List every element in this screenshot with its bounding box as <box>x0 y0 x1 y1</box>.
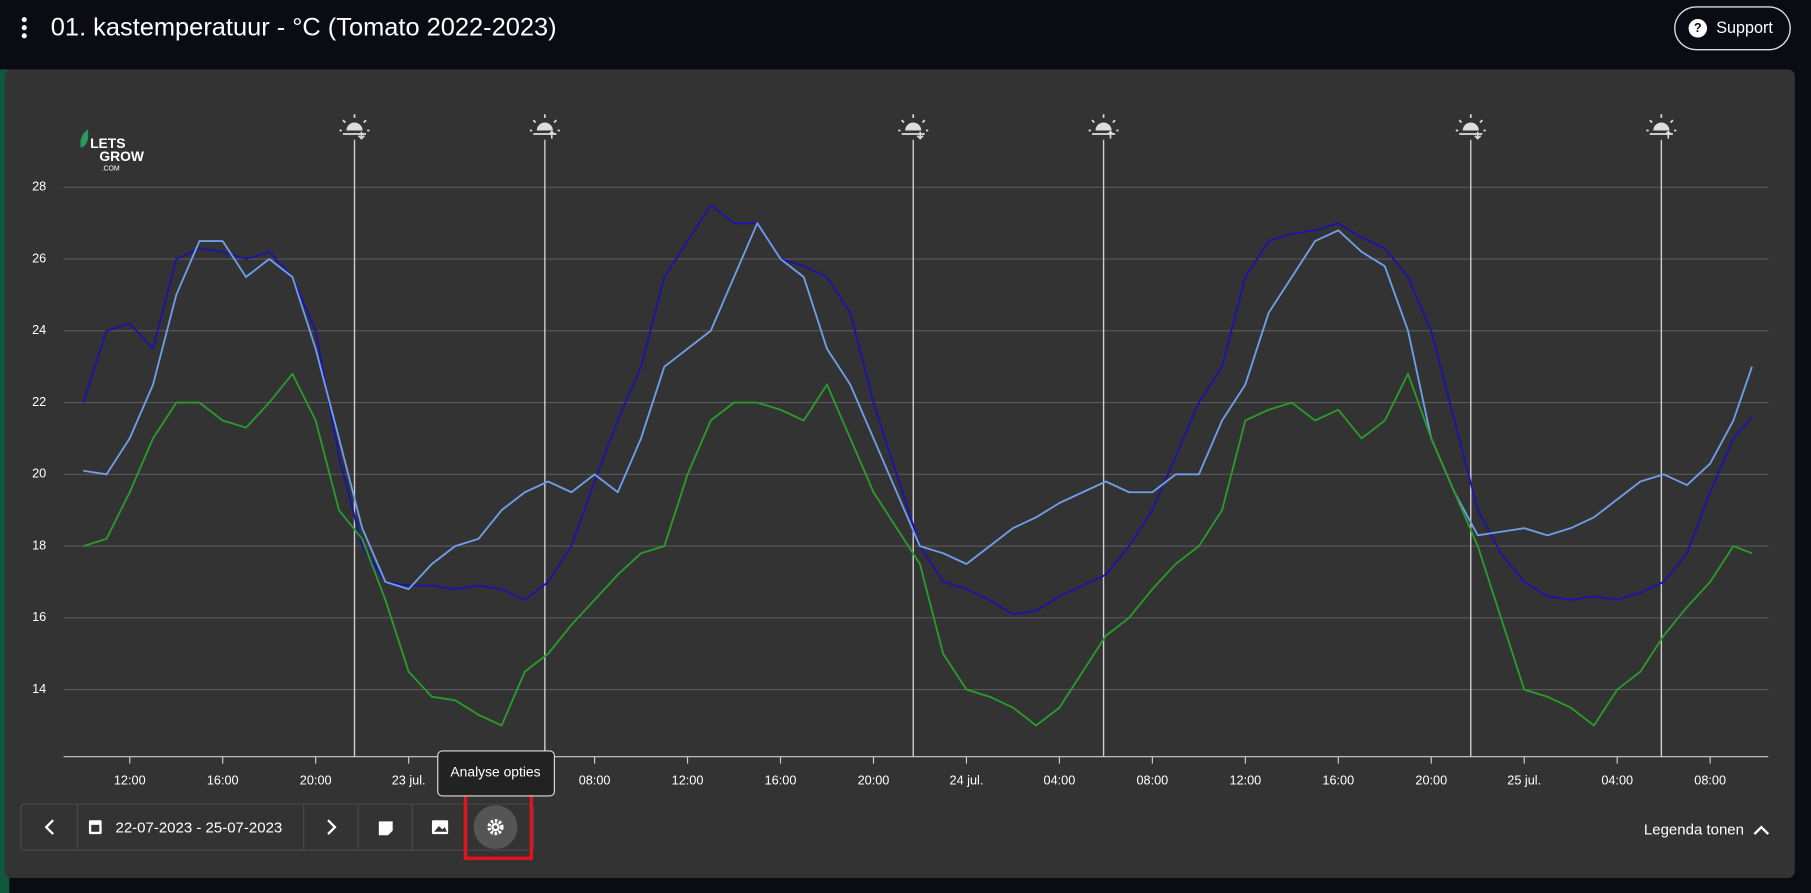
sun-icon <box>339 114 370 140</box>
support-label: Support <box>1716 19 1773 37</box>
x-tick-label: 16:00 <box>207 773 239 787</box>
x-tick-label: 08:00 <box>1137 773 1169 787</box>
legend-toggle[interactable]: Legenda tonen <box>1644 822 1744 839</box>
sun-arrow <box>1474 131 1482 140</box>
x-tick-label: 25 jul. <box>1507 773 1541 787</box>
sun-arrow <box>357 131 365 140</box>
sun-rays <box>1646 114 1677 135</box>
logo-text: .COM <box>102 165 120 172</box>
logo: LETS GROW .COM <box>80 129 145 172</box>
date-range[interactable]: 22-07-2023 - 25-07-2023 <box>115 819 282 836</box>
support-button[interactable]: ? Support <box>1674 6 1791 51</box>
prev-button[interactable] <box>44 819 54 835</box>
x-tick-label: 16:00 <box>765 773 797 787</box>
sun-icon <box>898 114 929 140</box>
tooltip: Analyse opties <box>437 750 555 797</box>
sun-rays <box>898 114 929 135</box>
sun-arrow <box>916 131 924 140</box>
sun-shape <box>1462 122 1479 131</box>
x-tick-label: 12:00 <box>114 773 146 787</box>
page-title: 01. kastemperatuur - °C (Tomato 2022-202… <box>51 14 557 42</box>
series-line <box>83 222 1753 591</box>
logo-text: GROW <box>99 148 145 164</box>
sun-icon <box>529 114 560 139</box>
sun-arrow <box>548 130 556 139</box>
y-tick-label: 22 <box>32 395 46 409</box>
calendar-icon[interactable] <box>88 820 102 835</box>
sun-rays <box>1088 114 1119 135</box>
x-tick-label: 20:00 <box>1415 773 1447 787</box>
x-tick-label: 04:00 <box>1044 773 1076 787</box>
note-button[interactable] <box>378 821 393 836</box>
x-tick-label: 23 jul. <box>392 773 426 787</box>
sun-arrow <box>1664 130 1672 139</box>
sun-rays <box>529 114 560 135</box>
legend-toggle-icon[interactable] <box>1753 825 1770 835</box>
x-tick-label: 16:00 <box>1322 773 1354 787</box>
sun-shape <box>536 122 553 131</box>
sun-icon <box>1646 114 1677 139</box>
sun-shape <box>1653 122 1670 131</box>
y-tick-label: 28 <box>32 180 46 194</box>
sun-arrow <box>1107 130 1114 139</box>
x-tick-label: 08:00 <box>579 773 611 787</box>
x-tick-label: 08:00 <box>1694 773 1726 787</box>
image-button[interactable] <box>431 820 449 835</box>
toolbar: 22-07-2023 - 25-07-2023 <box>20 793 535 861</box>
y-tick-label: 26 <box>32 251 46 265</box>
sun-shape <box>346 122 363 131</box>
x-tick-label: 12:00 <box>672 773 704 787</box>
x-tick-label: 20:00 <box>858 773 890 787</box>
y-tick-label: 14 <box>32 682 46 696</box>
sun-shape <box>905 122 922 131</box>
sun-icon <box>1088 114 1119 139</box>
sun-rays <box>339 114 370 135</box>
sun-icon <box>1455 114 1486 140</box>
x-tick-label: 24 jul. <box>950 773 984 787</box>
x-tick-label: 12:00 <box>1229 773 1261 787</box>
svg-text:?: ? <box>1694 21 1702 35</box>
y-tick-label: 20 <box>32 467 46 481</box>
sun-rays <box>1455 114 1486 135</box>
y-tick-label: 16 <box>32 610 46 624</box>
series-line <box>83 372 1753 727</box>
next-button[interactable] <box>327 819 337 835</box>
menu-button[interactable] <box>21 17 27 39</box>
y-tick-label: 24 <box>32 323 46 337</box>
x-tick-label: 20:00 <box>300 773 332 787</box>
chart-panel <box>4 69 1795 878</box>
sun-shape <box>1095 122 1112 131</box>
logo-text: LETS <box>90 135 125 151</box>
gear-icon <box>487 819 504 836</box>
y-tick-label: 18 <box>32 538 46 552</box>
tooltip-text: Analyse opties <box>450 764 540 780</box>
x-tick-label: 04:00 <box>1601 773 1633 787</box>
